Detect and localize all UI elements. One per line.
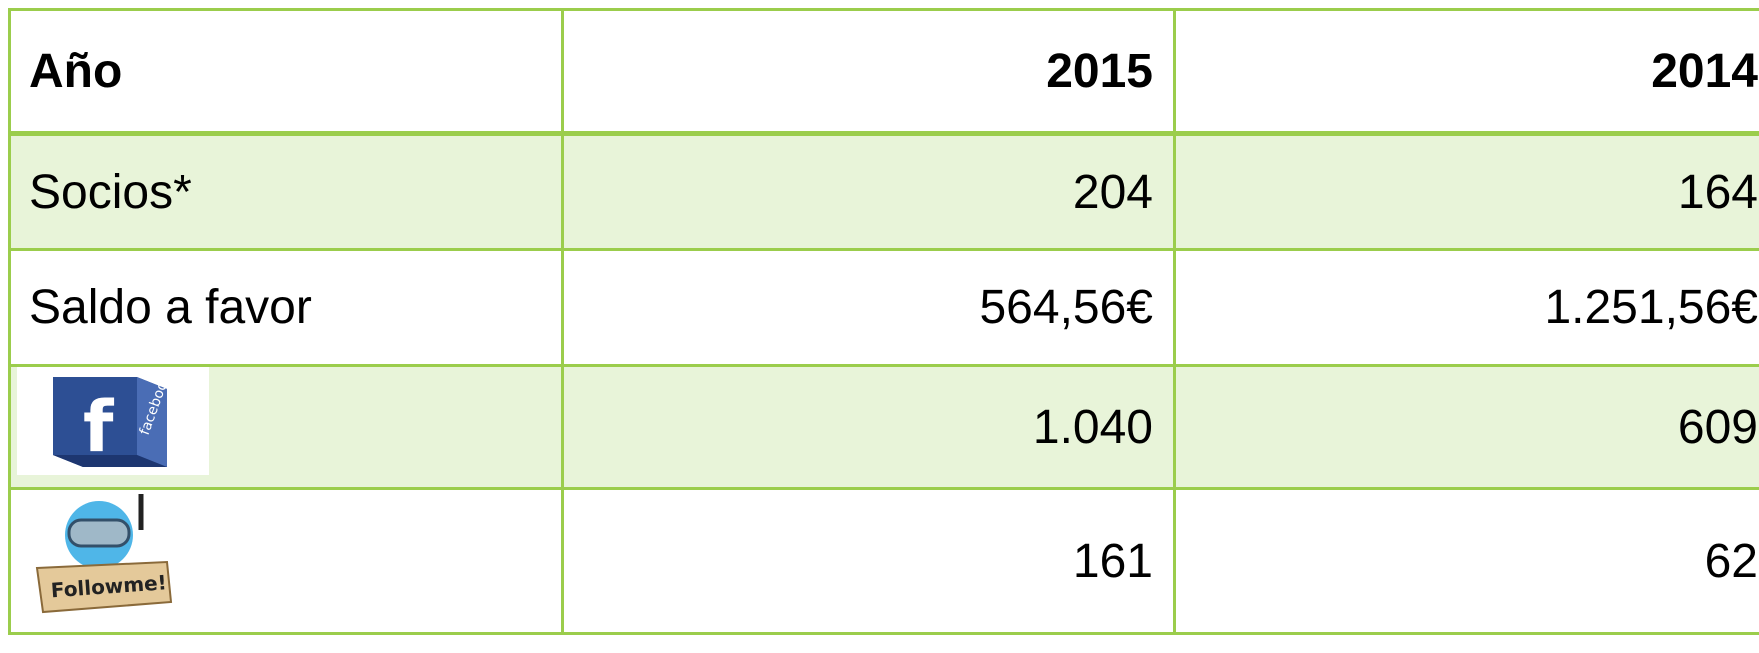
cell: 161 bbox=[561, 487, 1176, 635]
header-cell: Año bbox=[8, 8, 564, 136]
row: Socios* 204 164 bbox=[8, 132, 1759, 251]
row: f facebook 1.040 609 bbox=[8, 364, 1759, 490]
cell: 204 bbox=[561, 132, 1176, 251]
header-cell: 2015 bbox=[561, 8, 1176, 136]
stats-table: Año 2015 2014 Socios* 204 164 Saldo a fa… bbox=[8, 8, 1759, 635]
svg-text:f: f bbox=[83, 386, 115, 468]
row-label: Saldo a favor bbox=[8, 248, 564, 367]
cell: 1.040 bbox=[561, 364, 1176, 490]
header-row: Año 2015 2014 bbox=[8, 8, 1759, 136]
row: Saldo a favor 564,56€ 1.251,56€ bbox=[8, 248, 1759, 367]
row: Followme! 161 62 bbox=[8, 487, 1759, 635]
twitter-icon-cell: Followme! bbox=[8, 487, 564, 635]
twitter-icon: Followme! bbox=[35, 494, 173, 614]
cell: 1.251,56€ bbox=[1173, 248, 1759, 367]
cell: 564,56€ bbox=[561, 248, 1176, 367]
header-cell: 2014 bbox=[1173, 8, 1759, 136]
facebook-icon-cell: f facebook bbox=[8, 364, 564, 490]
cell: 609 bbox=[1173, 364, 1759, 490]
row-label: Socios* bbox=[8, 132, 564, 251]
cell: 62 bbox=[1173, 487, 1759, 635]
cell: 164 bbox=[1173, 132, 1759, 251]
facebook-icon: f facebook bbox=[17, 367, 209, 475]
